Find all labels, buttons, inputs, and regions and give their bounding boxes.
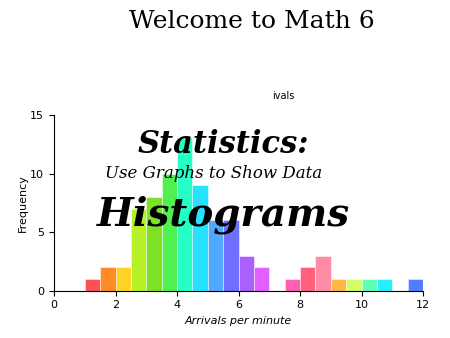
Bar (208, 220, 223, 291)
Bar (146, 197, 162, 291)
Bar (223, 220, 238, 291)
Text: Use Graphs to Show Data: Use Graphs to Show Data (105, 165, 323, 182)
Bar (346, 279, 361, 291)
Text: Histograms: Histograms (97, 195, 350, 234)
Bar (177, 138, 193, 291)
X-axis label: Arrivals per minute: Arrivals per minute (185, 316, 292, 326)
Bar (361, 279, 377, 291)
Bar (100, 267, 116, 291)
Bar (315, 256, 331, 291)
Bar (254, 267, 269, 291)
Bar (162, 173, 177, 291)
Bar (116, 267, 131, 291)
Bar (377, 279, 392, 291)
Bar (300, 267, 315, 291)
Y-axis label: Frequency: Frequency (18, 174, 27, 232)
Bar (131, 209, 146, 291)
Text: Statistics:: Statistics: (137, 129, 309, 160)
Bar (238, 256, 254, 291)
Text: ivals: ivals (272, 91, 295, 101)
Bar (193, 185, 208, 291)
Bar (408, 279, 423, 291)
Bar (331, 279, 346, 291)
Text: Welcome to Math 6: Welcome to Math 6 (129, 10, 375, 33)
Bar (284, 279, 300, 291)
Bar (85, 279, 100, 291)
